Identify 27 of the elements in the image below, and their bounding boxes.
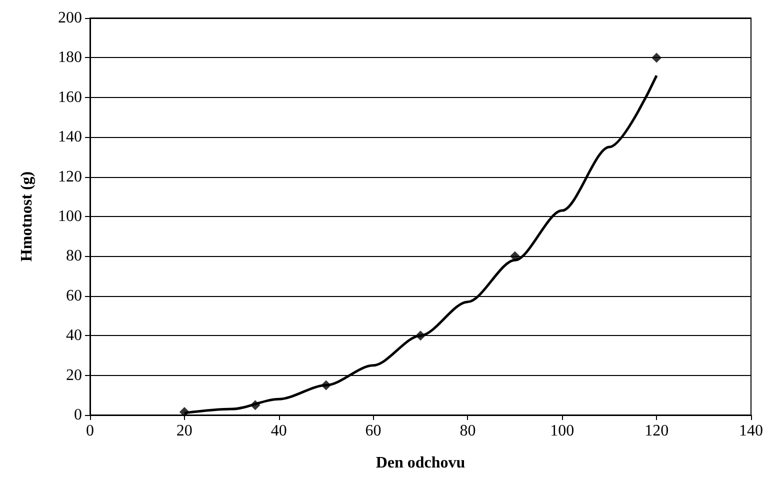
y-tick-label: 100 xyxy=(58,208,82,225)
point xyxy=(652,52,662,63)
point xyxy=(179,407,190,418)
y-tick-label: 200 xyxy=(58,10,82,26)
x-tick-label: 140 xyxy=(739,422,763,440)
y-tick-label: 0 xyxy=(74,406,82,424)
point xyxy=(250,400,260,410)
x-tick-label: 120 xyxy=(644,422,669,440)
y-tick-label: 20 xyxy=(66,366,82,384)
x-tick-label: 100 xyxy=(550,422,574,440)
y-tick-label: 160 xyxy=(58,88,82,106)
y-tick-label: 180 xyxy=(58,49,82,66)
y-tick-label: 80 xyxy=(66,248,82,265)
point xyxy=(510,251,520,262)
x-axis-title: Den odchovu xyxy=(376,454,466,472)
x-tick-label: 0 xyxy=(86,422,94,440)
x-tick-label: 60 xyxy=(365,422,382,440)
x-tick-label: 80 xyxy=(460,422,476,440)
point xyxy=(321,380,332,390)
y-tick-label: 140 xyxy=(58,128,82,146)
x-tick-label: 40 xyxy=(270,422,287,440)
x-tick-label: 20 xyxy=(176,422,192,440)
y-tick-label: 120 xyxy=(58,168,82,186)
y-tick-label: 40 xyxy=(66,327,82,344)
y-axis-title: Hmotnost (g) xyxy=(18,171,36,262)
y-tick-label: 60 xyxy=(66,287,82,304)
point xyxy=(416,330,426,341)
